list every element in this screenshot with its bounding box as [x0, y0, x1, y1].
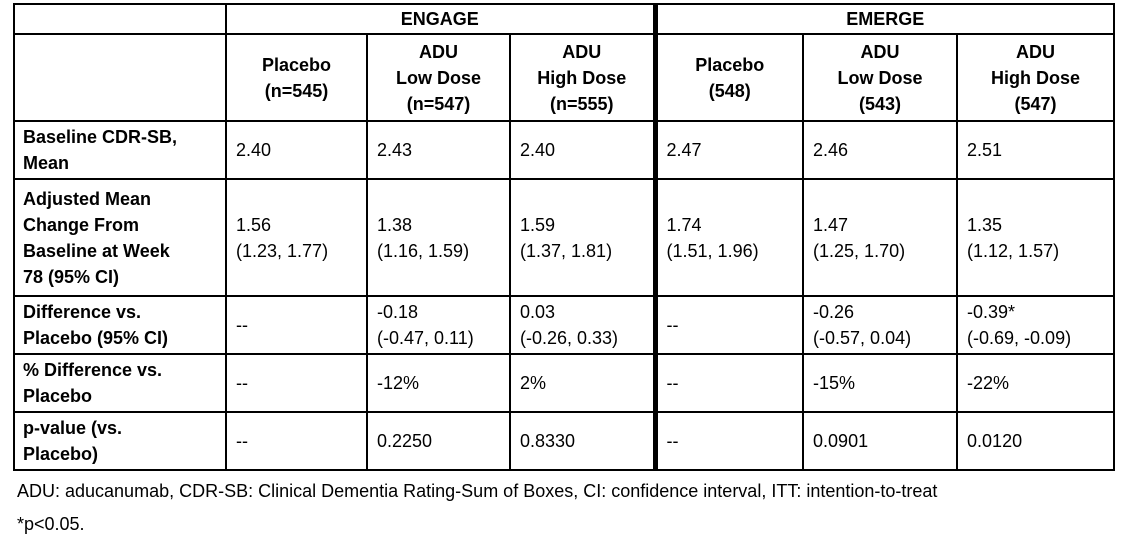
trial-header-engage: ENGAGE: [224, 3, 657, 35]
value-cell: -22%: [956, 353, 1116, 413]
value-cell: 0.0120: [956, 411, 1116, 471]
cdr-sb-results-table: ENGAGE EMERGE Placebo (n=545) ADU Low Do…: [13, 3, 1116, 471]
value-cell: 2.46: [802, 120, 959, 180]
column-header-engage-high-dose: ADU High Dose (n=555): [508, 33, 657, 122]
value-cell: 0.8330: [508, 411, 657, 471]
value-cell: 1.74 (1.51, 1.96): [652, 178, 805, 297]
column-header-emerge-low-dose: ADU Low Dose (543): [802, 33, 959, 122]
value-cell: 2.47: [652, 120, 805, 180]
value-cell: 1.59 (1.37, 1.81): [508, 178, 657, 297]
corner-cell: [13, 33, 227, 122]
value-cell: 0.0901: [802, 411, 959, 471]
table-row-baseline: Baseline CDR-SB, Mean 2.40 2.43 2.40 2.4…: [13, 120, 1116, 180]
value-cell: --: [225, 411, 368, 471]
value-cell: 2.43: [366, 120, 511, 180]
value-cell: --: [225, 353, 368, 413]
column-header-row: Placebo (n=545) ADU Low Dose (n=547) ADU…: [13, 33, 1116, 122]
value-cell: 2.51: [956, 120, 1116, 180]
significance-footnote: *p<0.05.: [17, 514, 85, 534]
footnotes: ADU: aducanumab, CDR-SB: Clinical Dement…: [17, 481, 1140, 535]
row-label: Adjusted Mean Change From Baseline at We…: [13, 178, 227, 297]
value-cell: --: [652, 353, 805, 413]
value-cell: 2%: [508, 353, 657, 413]
trial-header-emerge: EMERGE: [652, 3, 1116, 35]
column-header-engage-placebo: Placebo (n=545): [225, 33, 368, 122]
value-cell: 1.38 (1.16, 1.59): [366, 178, 511, 297]
value-cell: -15%: [802, 353, 959, 413]
clinical-results-section: ENGAGE EMERGE Placebo (n=545) ADU Low Do…: [13, 3, 1140, 535]
value-cell: 1.47 (1.25, 1.70): [802, 178, 959, 297]
value-cell: 2.40: [508, 120, 657, 180]
value-cell: -0.39* (-0.69, -0.09): [956, 295, 1116, 355]
value-cell: 0.2250: [366, 411, 511, 471]
column-header-engage-low-dose: ADU Low Dose (n=547): [366, 33, 511, 122]
value-cell: 1.35 (1.12, 1.57): [956, 178, 1116, 297]
corner-cell: [13, 3, 227, 35]
value-cell: --: [652, 295, 805, 355]
row-label: Difference vs. Placebo (95% CI): [13, 295, 227, 355]
value-cell: --: [225, 295, 368, 355]
table-row-adjusted-mean-change: Adjusted Mean Change From Baseline at We…: [13, 178, 1116, 297]
row-label: Baseline CDR-SB, Mean: [13, 120, 227, 180]
abbreviations-footnote: ADU: aducanumab, CDR-SB: Clinical Dement…: [17, 481, 938, 501]
value-cell: -12%: [366, 353, 511, 413]
table-row-percent-difference: % Difference vs. Placebo -- -12% 2% -- -…: [13, 353, 1116, 413]
value-cell: 0.03 (-0.26, 0.33): [508, 295, 657, 355]
table-row-p-value: p-value (vs. Placebo) -- 0.2250 0.8330 -…: [13, 411, 1116, 471]
column-header-emerge-high-dose: ADU High Dose (547): [956, 33, 1116, 122]
value-cell: 1.56 (1.23, 1.77): [225, 178, 368, 297]
trial-header-row: ENGAGE EMERGE: [13, 3, 1116, 35]
row-label: % Difference vs. Placebo: [13, 353, 227, 413]
column-header-emerge-placebo: Placebo (548): [652, 33, 805, 122]
value-cell: -0.26 (-0.57, 0.04): [802, 295, 959, 355]
table-row-difference-vs-placebo: Difference vs. Placebo (95% CI) -- -0.18…: [13, 295, 1116, 355]
value-cell: -0.18 (-0.47, 0.11): [366, 295, 511, 355]
row-label: p-value (vs. Placebo): [13, 411, 227, 471]
value-cell: 2.40: [225, 120, 368, 180]
value-cell: --: [652, 411, 805, 471]
